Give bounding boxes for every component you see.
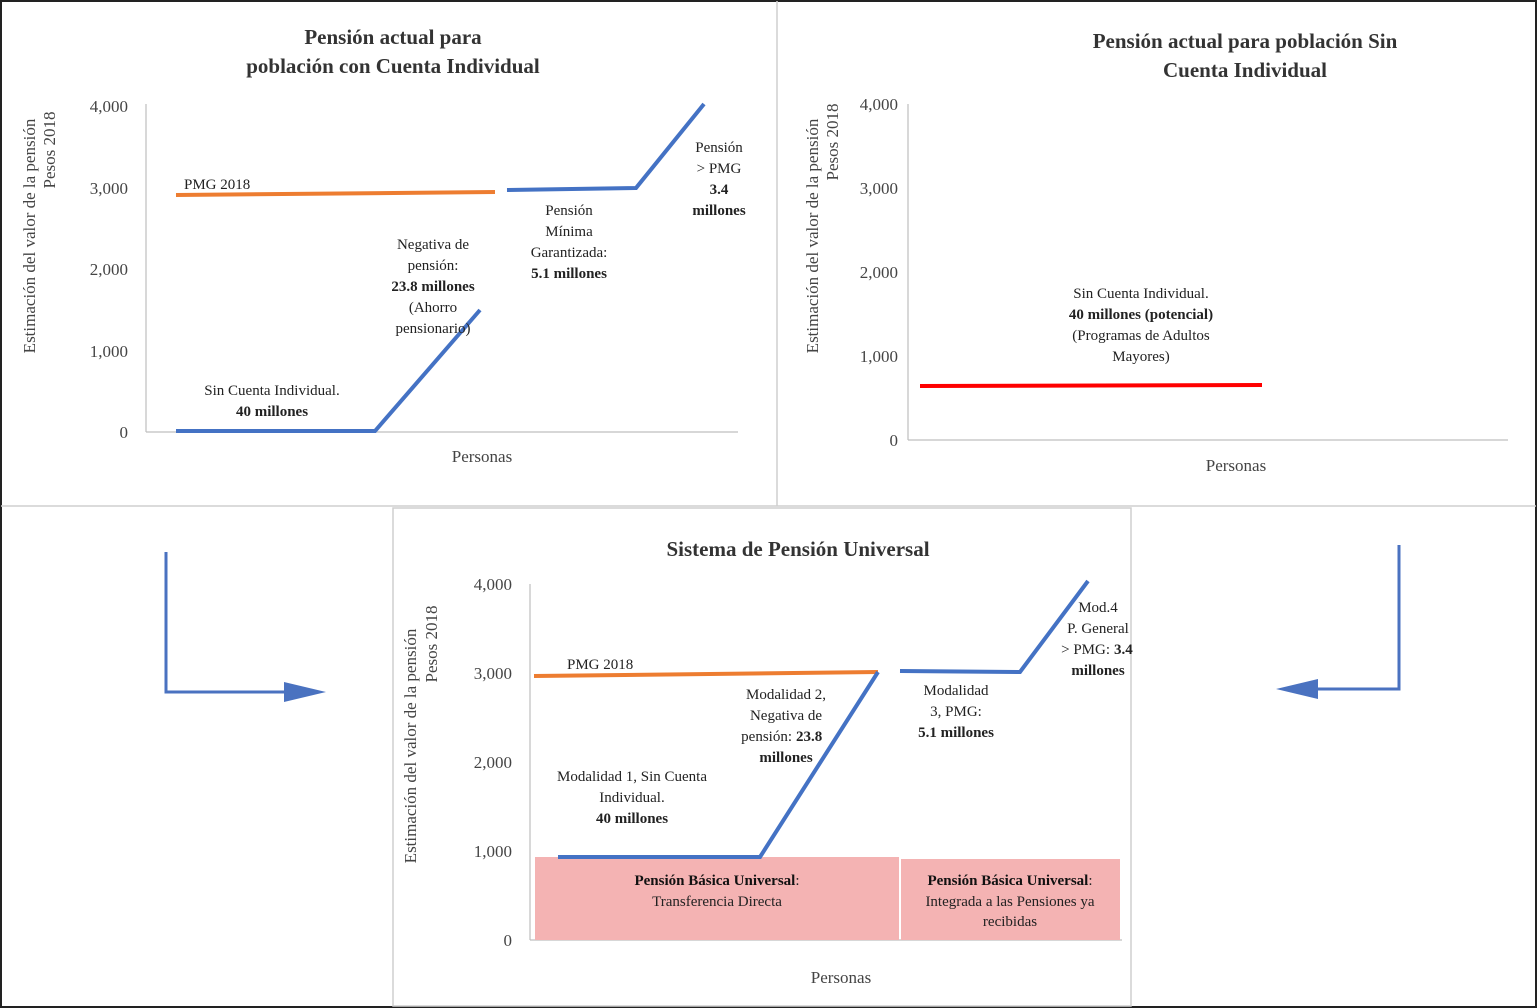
chart3-ann1: Individual. [599, 790, 664, 806]
band2-bold: Pensión Básica Universal [927, 873, 1088, 889]
chart2-ann1-bold: 40 millones (potencial) [1069, 307, 1213, 323]
arrow-left-head [284, 682, 326, 702]
chart2-y-ticks: 0 1,000 2,000 3,000 4,000 [860, 95, 898, 450]
chart3-series-negativa [558, 670, 880, 859]
chart1-ytick: 3,000 [90, 179, 128, 198]
chart3-ann1: Modalidad 1, Sin Cuenta [557, 769, 707, 785]
band2-text: Integrada a las Pensiones ya [925, 894, 1094, 910]
band1-colon: : [795, 873, 799, 889]
chart1-ann3: Pensión [545, 203, 593, 219]
chart3-pmg-label: PMG 2018 [567, 657, 633, 673]
chart3-ann4: Mod.4 [1078, 600, 1118, 616]
band-pension-basica-directa [535, 857, 899, 940]
chart2-series-adultos [919, 383, 1263, 388]
chart1-series-pmg-pension [506, 102, 706, 192]
chart1-ytick: 0 [120, 423, 129, 442]
band-pension-basica-integrada [901, 859, 1120, 940]
arrow-left-shaft [164, 552, 286, 694]
arrow-right-shaft [1316, 545, 1401, 691]
chart3-ytick: 0 [504, 931, 513, 950]
chart3-ann2: Modalidad 2, [746, 687, 826, 703]
chart1-ann2: pensión: [408, 258, 459, 274]
chart3-ann3: 3, PMG: [930, 704, 982, 720]
chart1-xlabel: Personas [452, 447, 512, 466]
chart1-ann4: > PMG [697, 161, 742, 177]
chart-sistema-universal: Sistema de Pensión Universal Estimación … [401, 537, 1133, 987]
chart2-title-line2: Cuenta Individual [1163, 58, 1327, 82]
chart3-xlabel: Personas [811, 968, 871, 987]
band1-bold: Pensión Básica Universal [634, 873, 795, 889]
chart1-ann4-bold: millones [692, 203, 745, 219]
arrow-right-to-center [1276, 545, 1401, 699]
chart1-title: Pensión actual para [304, 25, 482, 49]
chart2-ann1-after: (Programas de Adultos [1072, 328, 1210, 344]
chart3-ytick: 1,000 [474, 842, 512, 861]
chart3-ann3: Modalidad [924, 683, 989, 699]
chart3-ylabel: Estimación del valor de la pensión [401, 628, 420, 863]
chart3-ann2-bold: 23.8 [796, 729, 822, 745]
chart1-ann4: Pensión [695, 140, 743, 156]
chart1-ytick: 4,000 [90, 97, 128, 116]
chart1-series-pmg [175, 190, 496, 197]
chart3-ann2: Negativa de [750, 708, 822, 724]
chart1-pmg-label: PMG 2018 [184, 177, 250, 193]
chart3-series-pmg [533, 670, 879, 678]
chart3-ann4: > PMG: [1061, 642, 1110, 658]
band1-text: Transferencia Directa [652, 894, 782, 910]
chart3-ann4-bold: millones [1071, 663, 1124, 679]
chart1-ann3-bold: 5.1 millones [531, 266, 607, 282]
chart2-ylabel: Estimación del valor de la pensión [803, 118, 822, 353]
chart3-ann4-bold: 3.4 [1114, 642, 1133, 658]
chart1-ann3: Mínima [545, 224, 593, 240]
bottom-chart-frame [392, 507, 1132, 1007]
chart2-ann1: Sin Cuenta Individual. [1073, 286, 1208, 302]
chart3-ytick: 4,000 [474, 575, 512, 594]
chart1-ann2: Negativa de [397, 237, 469, 253]
chart2-ytick: 3,000 [860, 179, 898, 198]
chart1-ann2-bold: 23.8 millones [391, 279, 474, 295]
chart3-ytick: 2,000 [474, 753, 512, 772]
arrow-left-to-center [164, 552, 326, 702]
chart3-ann2-bold: millones [759, 750, 812, 766]
chart3-ann4: P. General [1067, 621, 1129, 637]
chart1-ann1: Sin Cuenta Individual. [204, 383, 339, 399]
chart2-ytick: 2,000 [860, 263, 898, 282]
arrow-right-head [1276, 679, 1318, 699]
chart1-ytick: 2,000 [90, 260, 128, 279]
band2-text: recibidas [983, 914, 1037, 930]
chart1-y-ticks: 0 1,000 2,000 3,000 4,000 [90, 97, 128, 442]
chart3-ann1-bold: 40 millones [596, 811, 668, 827]
chart2-ytick: 4,000 [860, 95, 898, 114]
chart1-ann2-after: pensionario) [396, 321, 471, 337]
band2-label: Pensión Básica Universal: [927, 873, 1092, 889]
chart1-title-line2: población con Cuenta Individual [246, 54, 540, 78]
band1-label: Pensión Básica Universal: [634, 873, 799, 889]
chart3-ytick: 3,000 [474, 664, 512, 683]
chart1-ylabel-line2: Pesos 2018 [40, 112, 59, 189]
chart1-ann2-after: (Ahorro [409, 300, 457, 316]
chart2-title: Pensión actual para población Sin [1093, 29, 1398, 53]
chart3-title: Sistema de Pensión Universal [666, 537, 929, 561]
chart-pension-sin-cuenta: Pensión actual para población Sin Cuenta… [803, 29, 1508, 475]
chart1-ylabel: Estimación del valor de la pensión [20, 118, 39, 353]
chart1-ytick: 1,000 [90, 342, 128, 361]
chart-pension-con-cuenta: Pensión actual para población con Cuenta… [20, 25, 746, 466]
chart3-ann2: pensión: [741, 729, 792, 745]
chart2-ytick: 1,000 [860, 347, 898, 366]
chart1-ann1-bold: 40 millones [236, 404, 308, 420]
chart2-ann1-after: Mayores) [1112, 349, 1169, 365]
chart3-ylabel-line2: Pesos 2018 [422, 606, 441, 683]
chart3-y-ticks: 0 1,000 2,000 3,000 4,000 [474, 575, 512, 950]
chart2-ylabel-line2: Pesos 2018 [823, 104, 842, 181]
chart2-ytick: 0 [890, 431, 899, 450]
chart2-xlabel: Personas [1206, 456, 1266, 475]
chart3-series-pmg-pension [899, 579, 1090, 675]
chart1-ann3: Garantizada: [531, 245, 608, 261]
chart1-ann4-bold: 3.4 [710, 182, 729, 198]
chart1-series-negativa [176, 308, 482, 433]
band2-colon: : [1088, 873, 1092, 889]
chart3-ann3-bold: 5.1 millones [918, 725, 994, 741]
